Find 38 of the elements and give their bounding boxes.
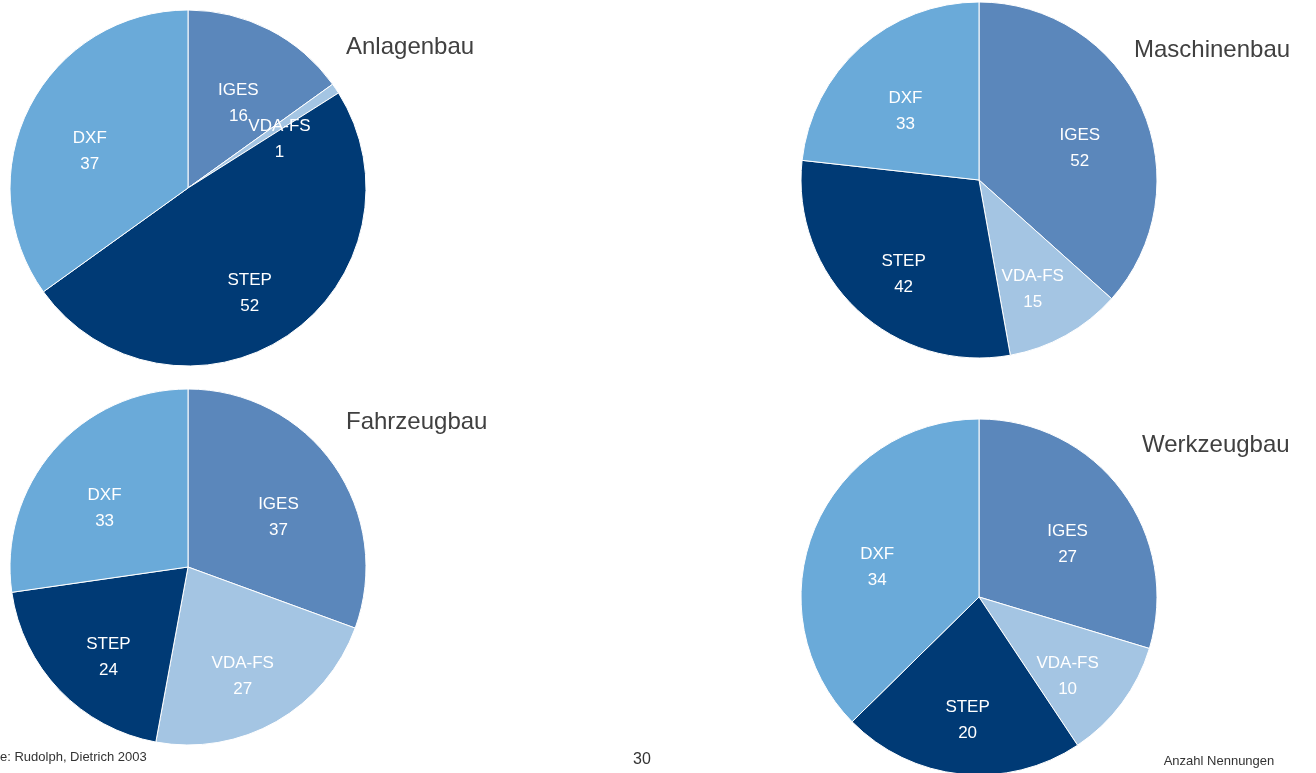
- slice-label: DXF: [860, 544, 895, 564]
- text: Werkzeugbau: [1142, 430, 1290, 457]
- data-label: 27: [1058, 547, 1078, 567]
- text: Fahrzeugbau: [346, 407, 488, 434]
- text: Maschinenbau: [1134, 35, 1291, 62]
- data-label: 52: [1070, 150, 1090, 170]
- slice-label: IGES: [1047, 521, 1088, 541]
- text: 30: [633, 750, 651, 767]
- slice-label: VDA-FS: [211, 652, 274, 672]
- data-label: 34: [867, 570, 887, 590]
- text: Anlagenbau: [346, 32, 475, 59]
- data-label: 10: [1058, 678, 1078, 698]
- data-label: 16: [228, 105, 248, 125]
- slice-label: DXF: [72, 127, 107, 147]
- text: Anzahl Nennungen: [1163, 753, 1275, 768]
- slice-label: DXF: [888, 87, 923, 107]
- data-label: 33: [95, 510, 115, 530]
- slice-label: DXF: [87, 484, 122, 504]
- data-label: 24: [99, 659, 118, 679]
- data-label: 52: [240, 295, 260, 315]
- slice-label: STEP: [881, 250, 926, 270]
- data-label: 42: [894, 276, 914, 296]
- slice-label: VDA-FS: [1001, 266, 1064, 286]
- slice-label: IGES: [218, 79, 259, 99]
- slice-label: STEP: [227, 269, 272, 289]
- slice-label: STEP: [86, 633, 131, 653]
- text: e: Rudolph, Dietrich 2003: [0, 749, 147, 764]
- data-label: 33: [895, 113, 915, 133]
- data-label: 1: [274, 142, 285, 162]
- data-label: 27: [233, 678, 253, 698]
- slice-label: IGES: [258, 493, 299, 513]
- data-label: 15: [1023, 292, 1043, 312]
- data-label: 37: [268, 519, 288, 539]
- slice-label: STEP: [945, 696, 990, 716]
- data-label: 20: [958, 722, 978, 742]
- data-label: 37: [80, 153, 100, 173]
- slice-label: VDA-FS: [1036, 652, 1099, 672]
- slice-label: IGES: [1059, 124, 1101, 144]
